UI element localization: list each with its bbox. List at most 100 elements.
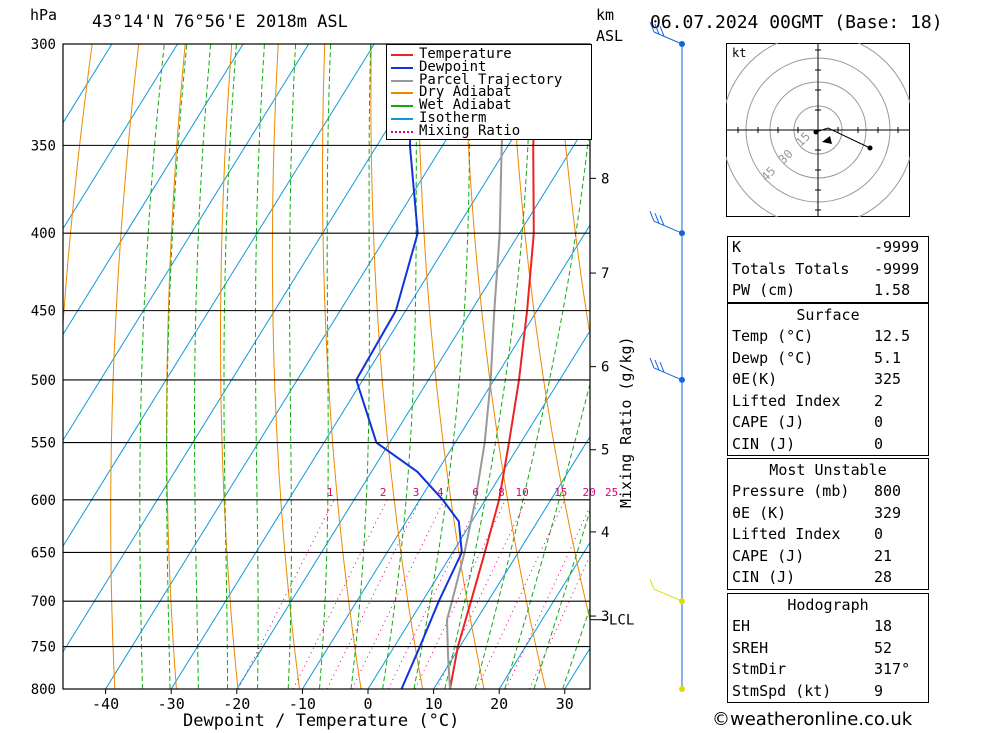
row-value: 5.1 [874, 348, 902, 367]
row-label: EH [732, 617, 751, 635]
wet-adiabat-line [562, 606, 590, 689]
wind-point [679, 686, 685, 692]
km-tick-label: 5 [601, 443, 609, 459]
wet-adiabat-line [166, 44, 188, 689]
row-label: StmSpd (kt) [732, 681, 832, 700]
row-value: 28 [874, 568, 893, 586]
surface-table: Surface Temp (°C) 12.5 Dewp (°C) 5.1 θE(K) 32… [727, 303, 929, 456]
pressure-tick-label: 400 [31, 226, 56, 242]
legend-label: Dewpoint [419, 58, 487, 75]
mixing-ratio-tick-label: 10 [515, 486, 528, 499]
isotherm-line [63, 44, 178, 230]
table-row: Pressure (mb) 800 [728, 481, 928, 503]
row-label: CAPE (J) [732, 413, 805, 431]
isotherm-line [63, 44, 310, 442]
row-label: Totals Totals [732, 259, 850, 278]
chart-series [355, 44, 541, 689]
legend-label: Mixing Ratio [419, 122, 521, 139]
table-row: PW (cm) 1.58 [728, 280, 928, 302]
row-label: θE(K) [732, 370, 778, 388]
km-label: km [596, 6, 615, 24]
temperature-tick-label: 10 [425, 695, 443, 713]
legend-label: Parcel Trajectory [419, 71, 563, 88]
wind-barb-shaft [653, 588, 683, 602]
dry-adiabat-line [976, 44, 1000, 689]
wind-barb-flag [649, 579, 655, 590]
mixing-ratio-tick-label: 1 [327, 486, 334, 499]
mixing-ratio-tick-label: 6 [472, 486, 479, 499]
table-row: CAPE (J) 0 [728, 412, 928, 434]
temperature-tick-label: -10 [289, 695, 316, 713]
legend-label: Dry Adiabat [419, 84, 512, 101]
km-tick-label: 3 [601, 609, 609, 625]
row-label: Dewp (°C) [732, 348, 814, 367]
mixing-ratio-line [326, 499, 421, 689]
asl-label: ASL [596, 27, 624, 45]
legend-item: Wet Adiabat [387, 97, 587, 113]
hodograph-point [813, 129, 819, 135]
wet-adiabat-line [223, 44, 237, 689]
legend-item: Isotherm [387, 110, 587, 126]
table-row: θE (K) 329 [728, 503, 928, 525]
legend-item: Mixing Ratio [387, 122, 587, 139]
table-row: Lifted Index 2 [728, 391, 928, 413]
wet-adiabat-line [255, 44, 265, 689]
legend-item: Parcel Trajectory [387, 71, 587, 88]
table-row: Temp (°C) 12.5 [728, 326, 928, 348]
row-value: 2 [874, 391, 884, 410]
row-value: 12.5 [874, 327, 911, 345]
pressure-tick-label: 300 [31, 37, 56, 53]
table-row: Dewp (°C) 5.1 [728, 348, 928, 370]
wet-adiabat-line [319, 44, 332, 689]
row-label: CIN (J) [732, 568, 796, 586]
km-tick-label: 6 [601, 360, 609, 376]
table-row: Lifted Index 0 [728, 524, 928, 546]
legend-item: Dry Adiabat [387, 84, 587, 101]
row-label: Lifted Index [732, 391, 841, 410]
km-tick-label: 7 [601, 266, 609, 282]
row-label: PW (cm) [732, 281, 796, 299]
wind-barb-flag [649, 21, 655, 33]
mixing-ratio-tick-label: 4 [437, 486, 444, 499]
mixing-ratio-line [476, 499, 566, 689]
wet-adiabat-line [287, 44, 297, 689]
row-label: Lifted Index [732, 525, 841, 543]
pressure-tick-label: 700 [31, 594, 56, 610]
legend-item: Temperature [387, 46, 587, 62]
isotherm-line [63, 44, 375, 548]
hodograph-point [867, 145, 873, 151]
table-row: Totals Totals -9999 [728, 259, 928, 281]
row-value: 52 [874, 638, 893, 657]
mixing-ratio-axis-title: Mixing Ratio (g/kg) [617, 336, 635, 508]
dry-adiabat-line [166, 44, 186, 689]
hodograph-table: Hodograph EH 18 SREH 52 StmDir 317° StmSpd (kt… [727, 593, 929, 703]
row-label: Temp (°C) [732, 327, 814, 345]
wind-barb-flag [659, 26, 665, 37]
temperature-tick-label: -30 [158, 695, 185, 713]
mixing-ratio-tick-label: 25 [605, 486, 618, 499]
wind-barb-flag [649, 357, 655, 369]
wet-adiabat-line [139, 44, 165, 689]
wind-barb-flag [654, 359, 660, 371]
temperature-tick-label: 0 [363, 695, 372, 713]
pressure-tick-label: 350 [31, 138, 56, 154]
wind-barb-flag [654, 213, 660, 224]
pressure-tick-label: 650 [31, 545, 56, 561]
row-value: 9 [874, 681, 884, 700]
table-row: CIN (J) 28 [728, 567, 928, 589]
pressure-tick-label: 600 [31, 493, 56, 509]
table-row: CAPE (J) 21 [728, 546, 928, 568]
mixing-ratio-line [436, 499, 527, 689]
wind-barb-flag [654, 23, 660, 35]
legend-swatch [391, 130, 413, 133]
row-value: 800 [874, 482, 902, 500]
dry-adiabat-line [271, 44, 300, 689]
row-value: 1.58 [874, 281, 911, 299]
table-row: StmDir 317° [728, 659, 928, 681]
dry-adiabat-line [556, 44, 590, 339]
mixing-ratio-line [505, 505, 590, 689]
row-value: 329 [874, 503, 902, 522]
legend-swatch [391, 118, 413, 120]
wet-adiabat-line [382, 44, 418, 689]
